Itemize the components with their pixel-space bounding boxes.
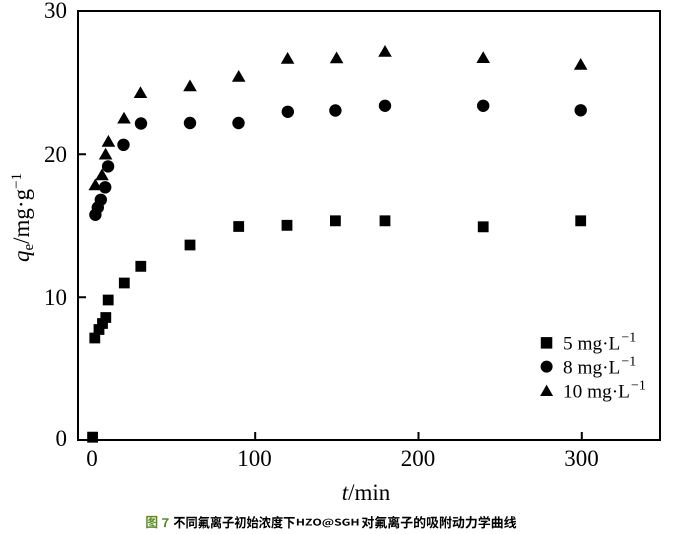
svg-text:200: 200 — [401, 446, 436, 471]
svg-text:30: 30 — [44, 0, 67, 23]
svg-text:0: 0 — [86, 446, 98, 471]
svg-text:0: 0 — [56, 426, 68, 451]
svg-text:300: 300 — [564, 446, 599, 471]
svg-text:10: 10 — [44, 285, 67, 310]
svg-text:20: 20 — [44, 142, 67, 167]
svg-text:8 mg·L−1: 8 mg·L−1 — [563, 355, 636, 379]
svg-text:t/min: t/min — [342, 480, 391, 505]
svg-text:100: 100 — [237, 446, 272, 471]
svg-text:qe/mg·g−1: qe/mg·g−1 — [9, 173, 37, 262]
